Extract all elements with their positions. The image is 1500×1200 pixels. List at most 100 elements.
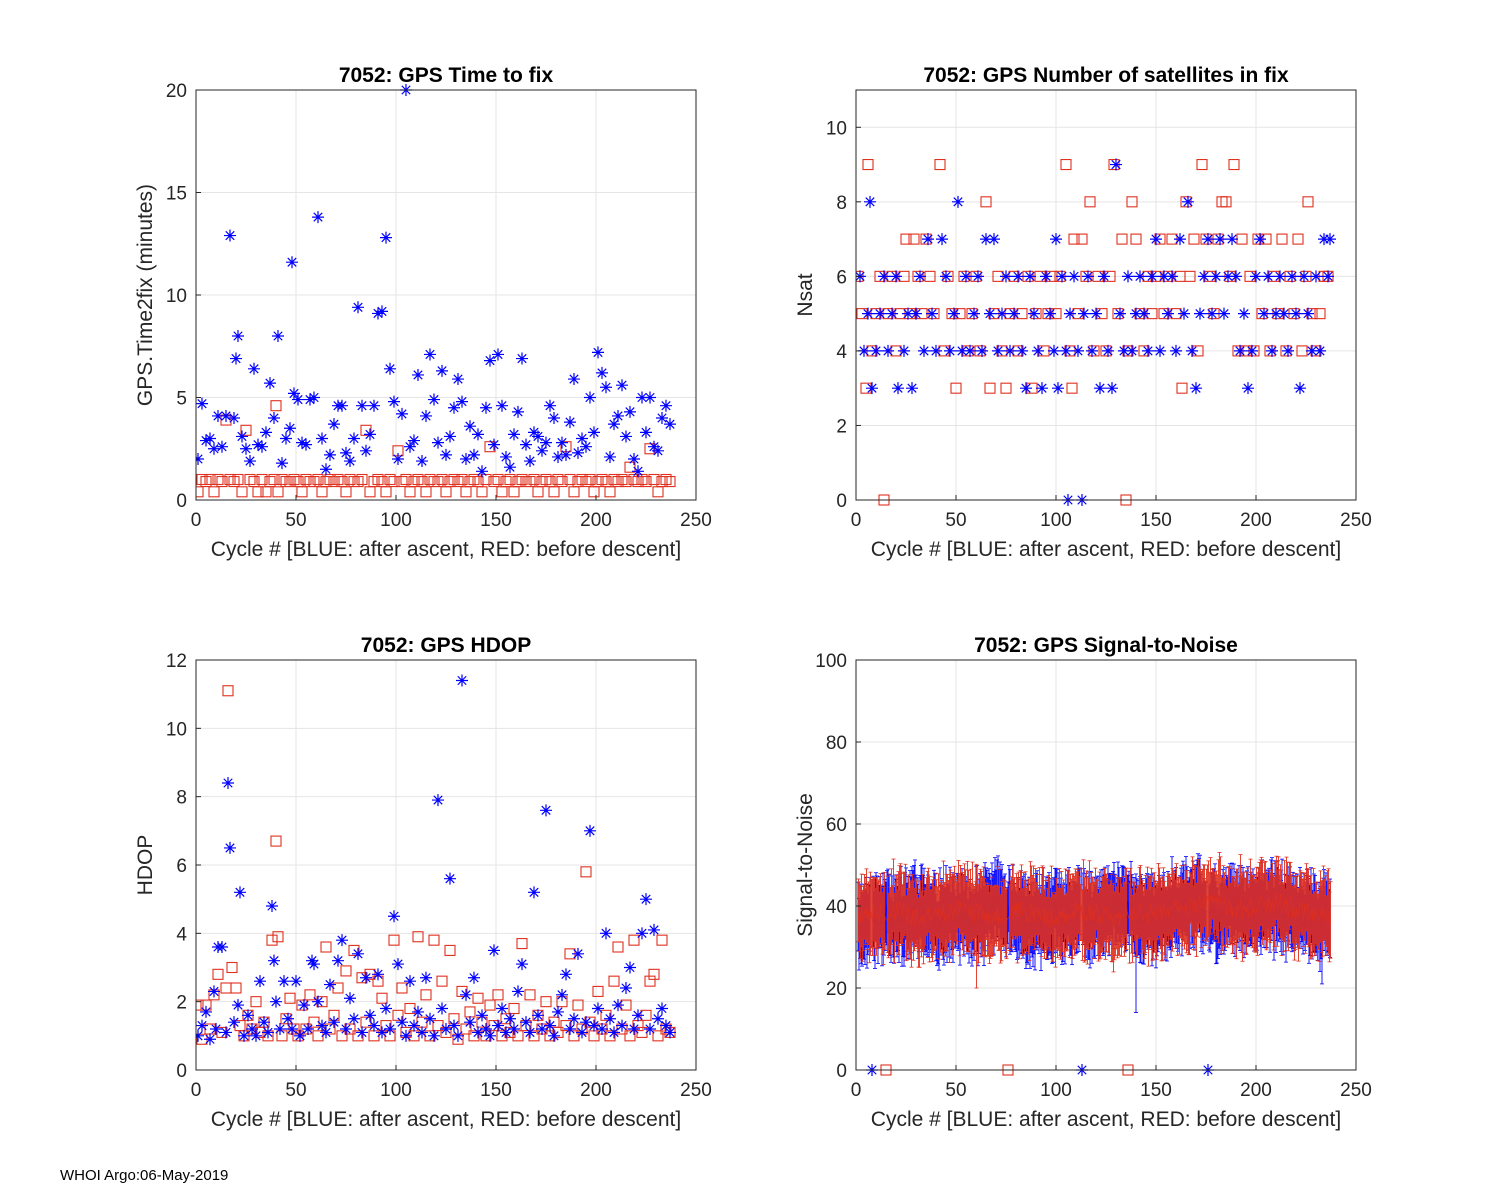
series-line (1197, 900, 1199, 911)
series-line (1094, 904, 1096, 913)
series-line (1161, 917, 1163, 921)
data-point-after-ascent (1174, 233, 1186, 246)
series-line (1120, 914, 1122, 920)
series-line (1224, 898, 1226, 906)
series-line (881, 912, 883, 919)
data-point-after-ascent (196, 397, 208, 410)
data-point-after-ascent (910, 307, 922, 320)
series-line (877, 912, 879, 917)
data-point-before-descent (204, 473, 216, 486)
series-line (983, 910, 985, 917)
data-point-after-ascent (368, 1019, 380, 1032)
data-point-after-ascent (348, 1012, 360, 1025)
data-point-after-ascent (1064, 307, 1076, 320)
plot-signal-to-noise: 0 50 100 150 200 250 0 20 40 60 80 100 7052: GPS Sig… (794, 634, 1372, 1131)
data-point-before-descent (384, 473, 396, 486)
series-line (884, 912, 887, 917)
data-point-before-descent (392, 1009, 404, 1021)
data-point-after-ascent (1044, 307, 1056, 320)
data-point-after-ascent (1250, 270, 1262, 283)
data-point-after-ascent (456, 395, 468, 408)
x-tick-label: 200 (580, 510, 612, 531)
series-line (1159, 904, 1161, 907)
data-point-after-ascent (656, 1002, 668, 1015)
data-point-after-ascent (356, 1026, 368, 1039)
series-line (1316, 908, 1318, 922)
data-point-after-ascent (1142, 344, 1154, 357)
data-point-after-ascent (246, 1023, 258, 1035)
data-point-after-ascent (440, 448, 452, 461)
data-point-after-ascent (544, 1019, 556, 1032)
data-point-after-ascent (340, 1023, 352, 1035)
series-line (1172, 906, 1174, 911)
data-point-after-ascent (368, 399, 380, 412)
x-tick-label: 0 (851, 510, 862, 531)
series-line (954, 907, 956, 910)
data-point-after-ascent (232, 330, 244, 342)
series-line (908, 906, 910, 920)
series-line (959, 902, 961, 914)
data-point-after-ascent (592, 346, 604, 359)
data-point-after-ascent (608, 418, 620, 431)
series-line (1329, 918, 1331, 927)
series-line (1201, 904, 1203, 909)
data-point-after-ascent (276, 457, 288, 470)
series-line (1251, 897, 1253, 915)
data-point-before-descent (1188, 233, 1200, 245)
y-tick-label: 100 (815, 651, 847, 672)
data-point-after-ascent (576, 432, 588, 445)
series-line (1313, 906, 1315, 920)
data-point-before-descent (376, 992, 388, 1004)
data-point-after-ascent (1286, 270, 1298, 283)
data-point-before-descent (240, 424, 252, 436)
data-point-before-descent (1000, 382, 1012, 394)
y-tick-label: 0 (836, 491, 847, 512)
series-line (1150, 903, 1152, 909)
data-point-after-ascent (480, 1023, 492, 1035)
series-line (930, 915, 932, 920)
data-point-before-descent (1126, 196, 1138, 208)
data-point-after-ascent (224, 229, 236, 242)
data-point-before-descent (476, 486, 488, 498)
data-point-after-ascent (552, 450, 564, 463)
series-line (1170, 909, 1172, 911)
series-line (890, 911, 892, 917)
data-point-after-ascent (1166, 270, 1178, 283)
series-line (1253, 906, 1255, 913)
data-point-after-ascent (392, 453, 404, 465)
data-point-after-ascent (1158, 270, 1170, 283)
data-point-after-ascent (512, 405, 524, 418)
data-point-after-ascent (412, 1005, 424, 1018)
data-point-after-ascent (300, 438, 312, 451)
series-line (989, 918, 991, 927)
data-point-after-ascent (1302, 307, 1314, 320)
series-line (916, 908, 918, 921)
x-tick-label: 150 (480, 1080, 512, 1101)
data-point-after-ascent (1182, 195, 1194, 208)
data-point-before-descent (624, 1030, 636, 1042)
data-point-after-ascent (268, 954, 280, 967)
data-point-after-ascent (632, 465, 644, 478)
data-point-before-descent (496, 1030, 508, 1042)
data-point-after-ascent (864, 195, 876, 208)
series-line (1005, 919, 1007, 923)
data-point-before-descent (604, 1030, 616, 1042)
y-tick-label: 15 (166, 184, 187, 205)
data-point-before-descent (548, 486, 560, 498)
series-line (1288, 901, 1290, 917)
data-point-after-ascent (612, 999, 624, 1012)
data-point-before-descent (228, 475, 240, 488)
data-point-before-descent (628, 934, 640, 946)
series-line (1221, 907, 1223, 910)
data-point-after-ascent (1198, 270, 1210, 283)
series-line (1087, 906, 1089, 922)
data-point-before-descent (580, 866, 592, 878)
series-line (1168, 906, 1170, 918)
data-point-after-ascent (1122, 270, 1134, 283)
data-point-before-descent (420, 989, 432, 1001)
data-point-after-ascent (452, 1029, 464, 1042)
data-point-after-ascent (248, 362, 260, 375)
series-line (858, 913, 860, 925)
series-line (1003, 906, 1005, 909)
data-point-after-ascent (316, 1019, 328, 1032)
